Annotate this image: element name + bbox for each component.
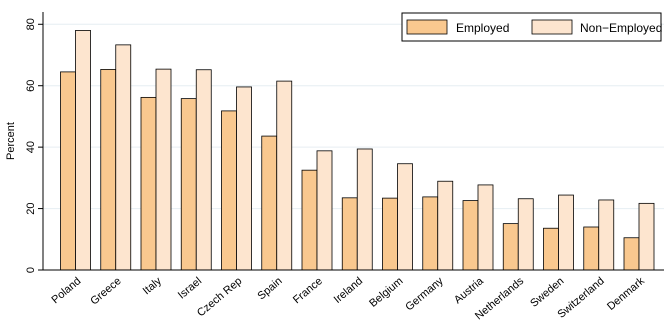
legend-label-employed: Employed (456, 21, 509, 35)
bar-employed (221, 110, 237, 271)
bar-non-employed (477, 184, 494, 271)
bar-employed (462, 200, 479, 271)
bar-employed (382, 197, 398, 271)
bar-employed (301, 169, 318, 271)
y-tick-label: 40 (25, 141, 37, 153)
bar-non-employed (638, 202, 655, 271)
bar-non-employed (558, 194, 574, 271)
bar-non-employed (316, 150, 333, 271)
bar-employed (422, 196, 439, 271)
bar-non-employed (115, 44, 132, 271)
bar-non-employed (195, 69, 212, 271)
x-tick-label: Austria (452, 275, 487, 307)
bar-non-employed (397, 163, 413, 271)
x-tick-label: Italy (141, 275, 165, 297)
x-tick-label: Czech Rep (195, 275, 244, 319)
bar-non-employed (276, 80, 293, 271)
x-tick-label: Poland (49, 275, 83, 306)
bar-employed (261, 135, 278, 271)
x-tick-label: Spain (255, 275, 284, 302)
axes (42, 12, 664, 271)
legend: Employed Non−Employed (401, 12, 662, 42)
y-axis-label: Percent (5, 122, 17, 160)
bars (60, 30, 655, 271)
bar-employed (341, 197, 358, 271)
y-tick-label: 80 (25, 18, 37, 30)
x-tick-label: Greece (88, 275, 123, 307)
bar-employed (623, 237, 640, 271)
y-ticks: 0 20 40 60 80 (25, 18, 43, 273)
bar-non-employed (437, 180, 454, 271)
gridlines (43, 23, 664, 210)
x-tick-label: Ireland (332, 275, 365, 306)
x-tick-label: Denmark (605, 275, 647, 313)
bar-employed (543, 227, 559, 271)
bar-employed (583, 226, 600, 271)
y-tick-label: 60 (25, 80, 37, 92)
y-tick-label: 0 (25, 267, 37, 273)
bar-non-employed (155, 68, 172, 271)
bar-employed (60, 71, 76, 271)
bar-employed (502, 223, 519, 271)
bar-employed (180, 98, 197, 271)
bar-employed (140, 96, 157, 271)
legend-swatch-employed (406, 19, 448, 35)
y-tick-label: 20 (25, 202, 37, 214)
x-tick-label: Belgium (367, 275, 405, 310)
x-tick-label: Israel (176, 275, 204, 301)
x-tick-label: Germany (403, 275, 446, 314)
bar-employed (100, 69, 117, 271)
bar-non-employed (356, 148, 373, 271)
bar-non-employed (236, 86, 252, 271)
bar-non-employed (598, 199, 615, 271)
legend-label-non-employed: Non−Employed (580, 21, 662, 35)
x-tick-label: France (291, 275, 325, 306)
bar-non-employed (75, 30, 91, 271)
x-tick-label: Sweden (528, 275, 566, 310)
legend-swatch-non-employed (531, 19, 573, 35)
bar-non-employed (517, 198, 534, 271)
